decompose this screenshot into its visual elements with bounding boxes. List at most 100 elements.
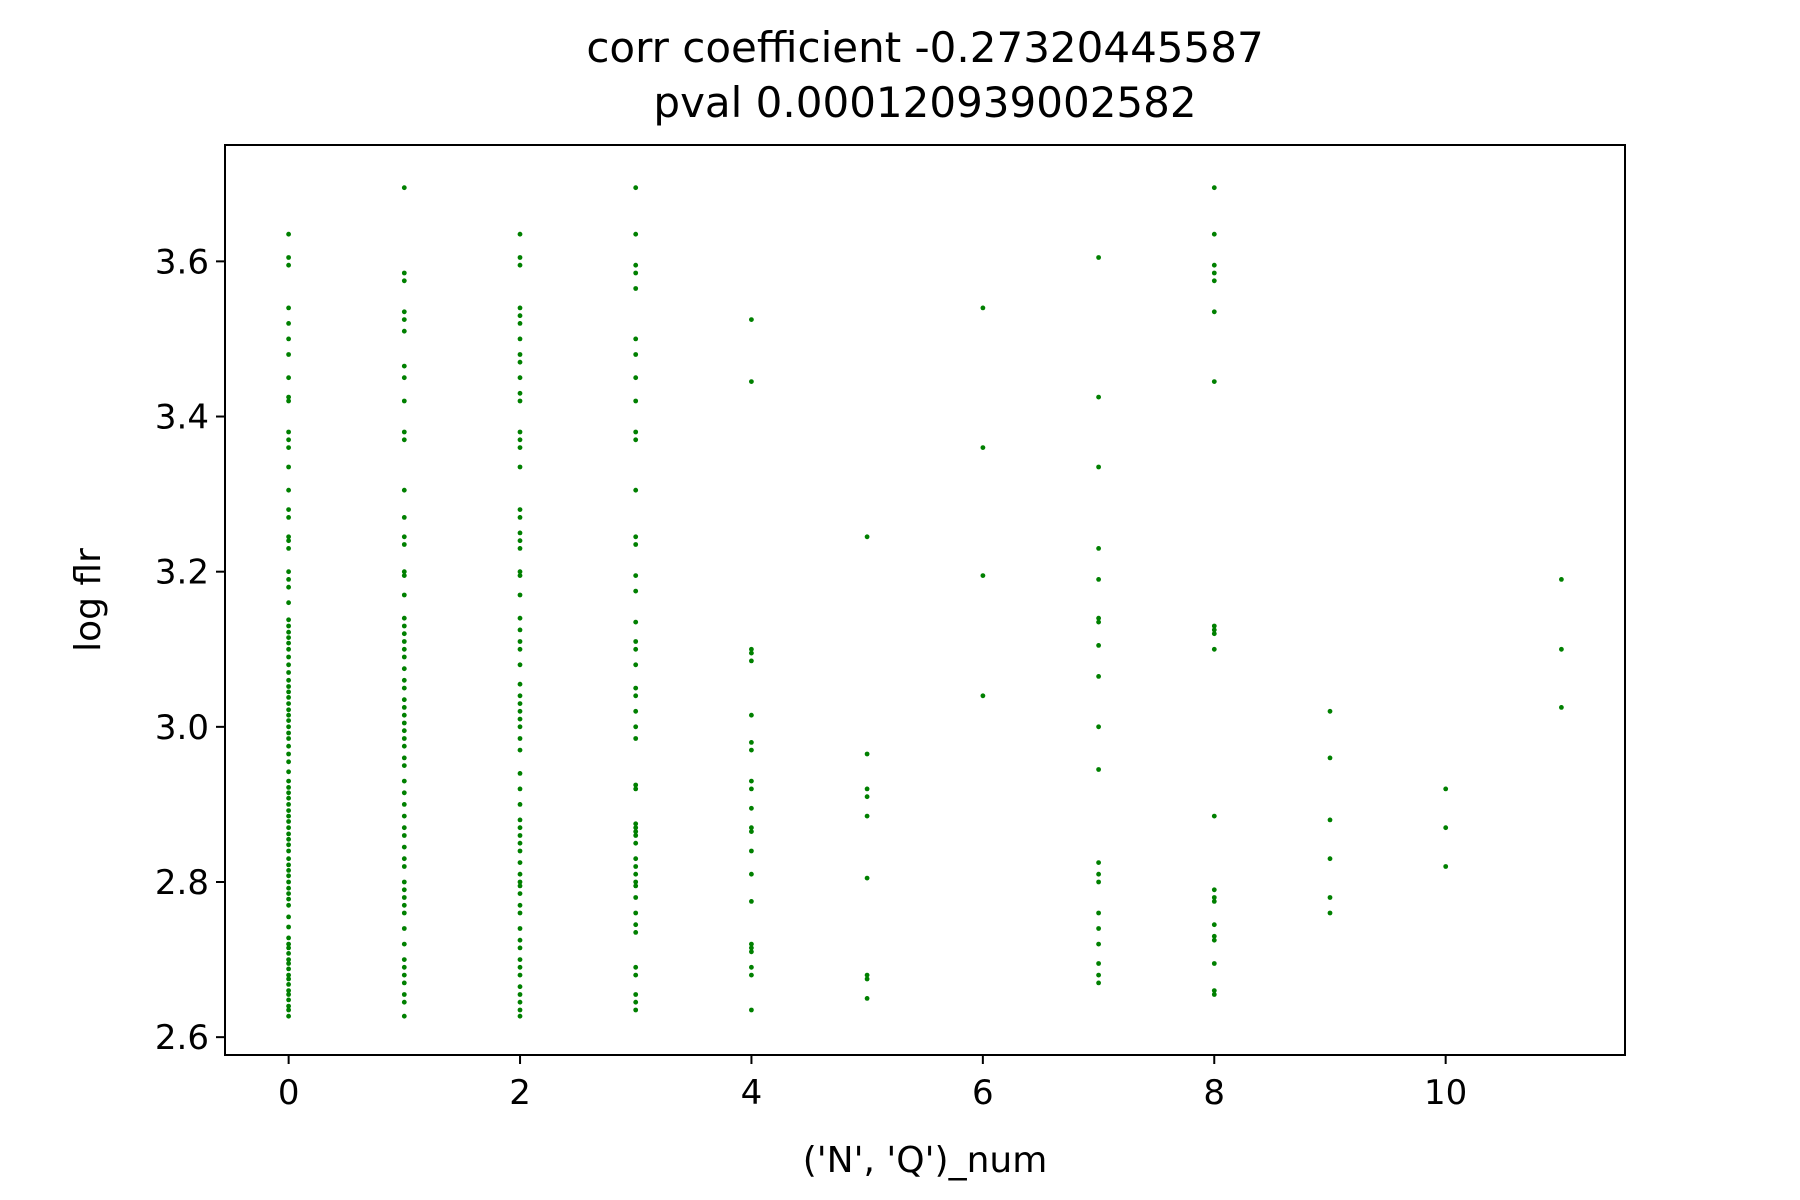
data-point: [286, 534, 291, 540]
data-point: [517, 833, 523, 838]
data-point: [633, 829, 639, 834]
data-point: [633, 685, 639, 691]
data-point: [286, 640, 291, 646]
data-point: [286, 437, 291, 443]
data-point: [401, 398, 407, 404]
data-point: [517, 957, 523, 962]
chart-title: corr coefficient -0.27320445587: [586, 23, 1263, 72]
data-point: [401, 790, 407, 796]
data-point: [286, 487, 291, 493]
data-point: [517, 546, 523, 551]
data-point: [286, 856, 291, 862]
data-point: [401, 309, 407, 315]
data-point: [864, 976, 870, 982]
data-point: [749, 829, 754, 834]
data-point: [286, 790, 291, 796]
data-point: [980, 445, 986, 450]
data-point: [286, 718, 291, 723]
data-point: [401, 902, 407, 908]
data-point: [286, 712, 291, 718]
data-point: [633, 662, 639, 668]
data-point: [286, 966, 291, 972]
data-point: [1211, 185, 1217, 191]
data-point: [401, 844, 407, 850]
data-point: [401, 685, 407, 691]
data-point: [286, 848, 291, 854]
data-point: [864, 875, 870, 881]
data-point: [286, 600, 291, 606]
data-point: [517, 359, 523, 365]
data-point: [633, 573, 639, 578]
data-point: [980, 305, 986, 311]
data-point: [517, 352, 523, 357]
data-point: [517, 255, 523, 260]
data-point: [633, 429, 639, 435]
data-point: [286, 879, 291, 885]
data-point: [749, 747, 754, 753]
y-axis-ticks: 2.6 2.8 3.0 3.2 3.4 3.6: [155, 242, 225, 1058]
data-point: [286, 992, 291, 997]
data-point: [517, 802, 523, 807]
data-point: [633, 871, 639, 877]
data-point: [1327, 708, 1333, 714]
data-point: [1096, 926, 1101, 931]
y-axis-label: log flr: [68, 548, 109, 652]
data-point: [286, 724, 291, 730]
data-point: [401, 487, 407, 493]
data-point: [517, 817, 523, 823]
data-point: [517, 375, 523, 381]
data-point: [749, 899, 754, 904]
data-point: [1211, 922, 1217, 928]
data-point: [633, 930, 639, 935]
data-point: [517, 937, 523, 943]
data-point: [286, 684, 291, 689]
data-point: [286, 1013, 291, 1019]
data-point: [749, 317, 754, 322]
data-point: [401, 623, 407, 629]
data-point: [1211, 813, 1217, 819]
data-point: [401, 278, 407, 284]
data-point: [633, 639, 639, 644]
data-point: [401, 631, 407, 637]
data-point: [749, 949, 754, 955]
data-point: [401, 712, 407, 718]
data-point: [517, 910, 523, 916]
data-point: [286, 819, 291, 824]
data-point: [633, 487, 639, 493]
data-point: [401, 573, 407, 578]
data-point: [633, 375, 639, 381]
data-point: [633, 542, 639, 547]
data-point: [286, 873, 291, 879]
data-point: [749, 786, 754, 792]
data-point: [633, 999, 639, 1005]
data-point: [1211, 933, 1217, 939]
data-point: [401, 615, 407, 621]
data-point: [401, 972, 407, 978]
data-point: [633, 724, 639, 730]
data-point: [286, 730, 291, 736]
x-tick-label: 2: [509, 1073, 531, 1113]
data-point: [286, 321, 291, 326]
data-point: [401, 515, 407, 520]
plot-frame: [224, 144, 1626, 1056]
data-point: [517, 390, 523, 396]
data-point: [864, 534, 870, 540]
data-point: [286, 445, 291, 450]
data-point: [1211, 623, 1217, 629]
data-point: [517, 437, 523, 443]
data-point: [286, 982, 291, 987]
data-point: [1096, 879, 1101, 885]
data-point: [1327, 755, 1333, 761]
data-point: [749, 740, 754, 745]
data-point: [1211, 937, 1217, 943]
data-point: [401, 728, 407, 734]
data-point: [517, 716, 523, 722]
data-point: [517, 530, 523, 536]
data-point: [633, 352, 639, 357]
data-point: [1443, 864, 1449, 869]
data-point: [401, 569, 407, 575]
data-point: [749, 848, 754, 854]
data-point: [286, 842, 291, 848]
